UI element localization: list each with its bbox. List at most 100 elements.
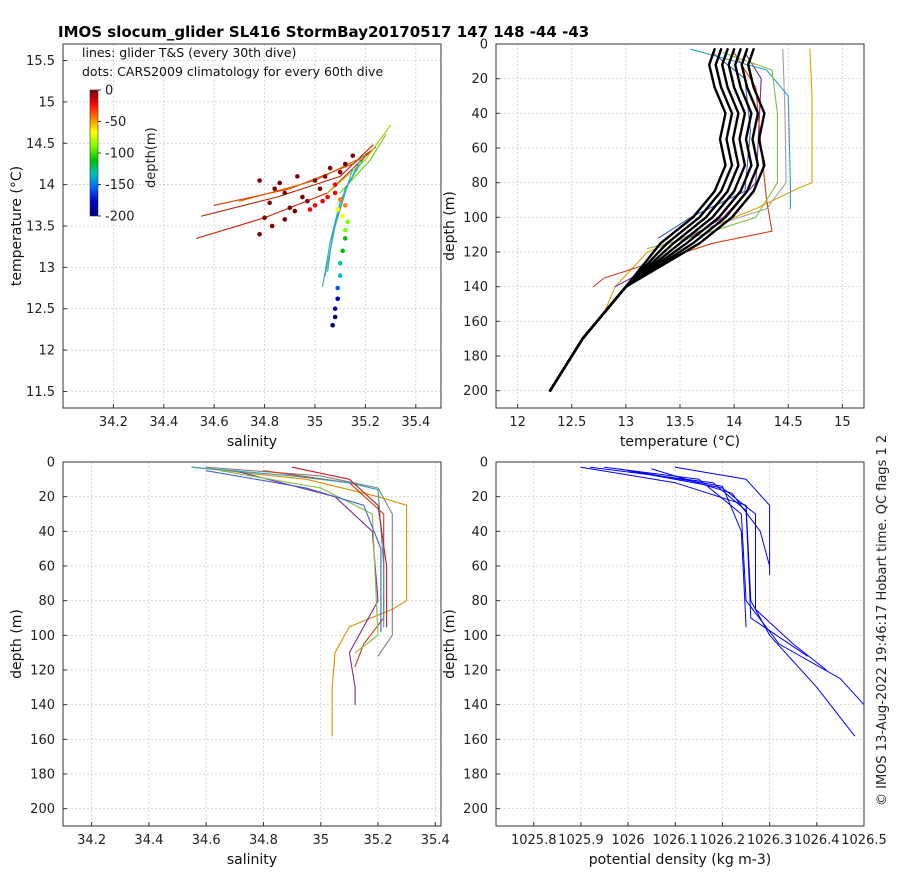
colorbar-tick-label: -100 — [105, 147, 135, 162]
legend-line-2: dots: CARS2009 climatology for every 60t… — [82, 64, 383, 79]
climatology-dot — [320, 198, 325, 204]
y-tick-label: 13 — [38, 261, 55, 276]
climatology-dot — [305, 198, 310, 204]
glider-density-line — [580, 466, 856, 737]
glider-ts-line — [327, 155, 366, 273]
y-tick-label: 100 — [463, 211, 488, 226]
x-tick-label: 13.5 — [666, 415, 695, 430]
climatology-dot — [350, 153, 356, 158]
climatology-dot — [307, 207, 313, 212]
y-tick-label: 200 — [463, 802, 488, 817]
y-tick-label: 120 — [463, 664, 488, 679]
climatology-dot — [262, 215, 267, 221]
glider-salinity-line — [262, 470, 385, 668]
glider-density-line — [674, 466, 771, 576]
y-axis-label: temperature (°C) — [9, 166, 25, 286]
glider-ts-line — [322, 159, 361, 287]
colorbar-tick-label: -50 — [105, 115, 126, 130]
y-tick-label: 160 — [30, 733, 55, 748]
y-tick-label: 200 — [463, 384, 488, 399]
y-tick-label: 200 — [30, 802, 55, 817]
climatology-dot — [327, 165, 333, 171]
y-tick-label: 100 — [463, 629, 488, 644]
x-tick-label: 1026.5 — [841, 833, 887, 848]
x-axis-label: salinity — [227, 434, 277, 450]
climatology-dot — [337, 197, 343, 202]
colorbar-tick-label: -150 — [105, 178, 135, 193]
x-tick-label: 14 — [726, 415, 743, 430]
climatology-dot — [337, 169, 343, 175]
y-tick-label: 120 — [463, 246, 488, 261]
y-tick-label: 11.5 — [26, 385, 55, 400]
x-tick-label: 1026.3 — [747, 833, 793, 848]
legend-line-1: lines: glider T&S (every 30th dive) — [82, 45, 296, 60]
y-tick-label: 12 — [38, 344, 55, 359]
climatology-dot — [317, 186, 323, 192]
climatology-dot — [345, 219, 351, 225]
x-tick-label: 35.4 — [421, 833, 450, 848]
glider-density-line — [627, 470, 827, 671]
x-tick-label: 15 — [834, 415, 851, 430]
credit-text: © IMOS 13-Aug-2022 19:46:17 Hobart time.… — [875, 435, 890, 806]
climatology-dot — [282, 190, 288, 196]
y-tick-label: 80 — [471, 594, 488, 609]
climatology-dot — [312, 203, 318, 208]
y-tick-label: 15.5 — [26, 54, 55, 69]
axes-frame — [495, 461, 865, 827]
x-tick-label: 34.8 — [250, 415, 279, 430]
x-tick-label: 1026.4 — [794, 833, 840, 848]
x-tick-label: 35.4 — [401, 415, 430, 430]
axes-frame — [62, 43, 442, 409]
climatology-dot — [340, 248, 346, 254]
x-tick-label: 34.4 — [149, 415, 178, 430]
y-tick-label: 140 — [463, 698, 488, 713]
climatology-dot — [322, 174, 328, 179]
glider-ts-line — [196, 150, 371, 239]
y-tick-label: 60 — [38, 560, 55, 575]
y-tick-label: 80 — [38, 594, 55, 609]
y-tick-label: 12.5 — [26, 302, 55, 317]
glider-ts-line — [339, 134, 387, 194]
glider-salinity-line — [205, 470, 382, 633]
y-axis-label: depth (m) — [9, 609, 25, 679]
climatology-dot — [332, 314, 338, 320]
glider-ts-line — [327, 124, 392, 194]
climatology-dot — [342, 161, 348, 167]
climatology-dot — [267, 200, 272, 206]
x-tick-label: 35.2 — [364, 833, 393, 848]
y-tick-label: 20 — [38, 490, 55, 505]
y-tick-label: 160 — [463, 733, 488, 748]
x-tick-label: 1025.8 — [511, 833, 557, 848]
x-tick-label: 1025.9 — [558, 833, 604, 848]
y-axis-label: depth (m) — [442, 191, 458, 261]
y-tick-label: 15 — [38, 95, 55, 110]
y-tick-label: 0 — [47, 456, 55, 471]
glider-density-line — [651, 468, 771, 567]
climatology-dot — [332, 182, 338, 187]
glider-salinity-line — [291, 466, 388, 628]
climatology-temperature-line — [548, 48, 727, 392]
x-tick-label: 14.5 — [774, 415, 803, 430]
y-axis-label: depth (m) — [442, 609, 458, 679]
glider-salinity-line — [219, 470, 379, 654]
plot-area — [580, 466, 864, 737]
y-tick-label: 180 — [30, 768, 55, 783]
y-tick-label: 100 — [30, 629, 55, 644]
glider-ts-line — [213, 146, 377, 206]
y-tick-label: 20 — [471, 72, 488, 87]
x-tick-label: 35 — [312, 833, 329, 848]
x-tick-label: 35 — [307, 415, 324, 430]
x-tick-label: 34.2 — [99, 415, 128, 430]
y-tick-label: 0 — [480, 38, 488, 53]
x-tick-label: 34.2 — [77, 833, 106, 848]
x-tick-label: 34.6 — [192, 833, 221, 848]
y-tick-label: 13.5 — [26, 220, 55, 235]
climatology-dot — [337, 273, 343, 278]
y-tick-label: 40 — [471, 107, 488, 122]
y-tick-label: 14.5 — [26, 137, 55, 152]
x-tick-label: 1026.1 — [653, 833, 699, 848]
y-tick-label: 80 — [471, 176, 488, 191]
climatology-dot — [330, 322, 335, 328]
y-tick-label: 60 — [471, 560, 488, 575]
y-tick-label: 0 — [480, 456, 488, 471]
